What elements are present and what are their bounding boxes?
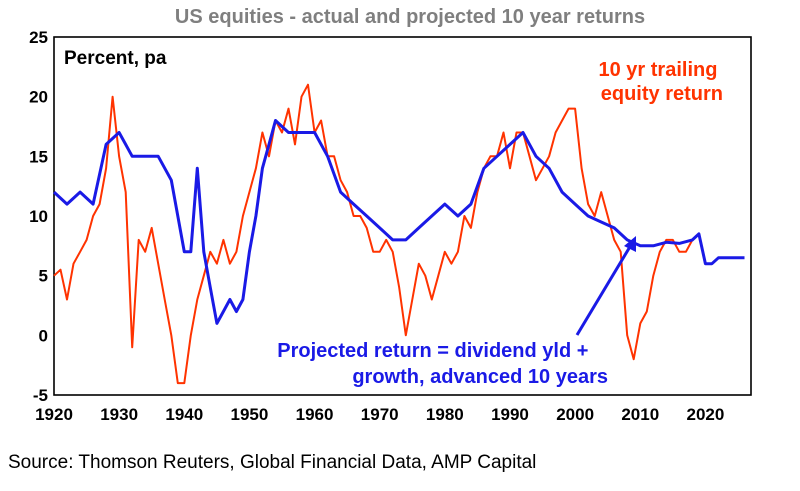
x-tick-label: 1920 bbox=[35, 405, 73, 424]
y-tick-label: 5 bbox=[39, 267, 48, 286]
y-tick-label: 20 bbox=[29, 88, 48, 107]
y-axis-label: Percent, pa bbox=[64, 48, 167, 69]
plot-frame bbox=[53, 36, 752, 396]
x-tick-label: 1970 bbox=[361, 405, 399, 424]
x-tick-label: 1930 bbox=[100, 405, 138, 424]
axis-ticks: 1920 1930 1940 1950 1960 1970 1980 1990 2000 2010… bbox=[29, 28, 724, 424]
x-tick-label: 2020 bbox=[686, 405, 724, 424]
projected-annotation: Projected return = dividend yld + growth… bbox=[277, 340, 608, 388]
trailing-series-line bbox=[53, 83, 694, 385]
x-tick-label: 1960 bbox=[296, 405, 334, 424]
x-tick-label: 2000 bbox=[556, 405, 594, 424]
chart-title: US equities - actual and projected 10 ye… bbox=[175, 6, 645, 28]
x-tick-label: 2010 bbox=[621, 405, 659, 424]
x-tick-label: 1980 bbox=[426, 405, 464, 424]
y-tick-label: 10 bbox=[29, 207, 48, 226]
x-tick-label: 1990 bbox=[491, 405, 529, 424]
y-tick-label: 15 bbox=[29, 147, 48, 166]
x-tick-label: 1950 bbox=[231, 405, 269, 424]
y-tick-label: 25 bbox=[29, 28, 48, 47]
series-lines bbox=[52, 83, 745, 385]
y-tick-label: -5 bbox=[33, 386, 48, 405]
x-tick-label: 1940 bbox=[165, 405, 203, 424]
annotation-arrow bbox=[575, 236, 636, 336]
trailing-annotation: 10 yr trailing equity return bbox=[599, 59, 724, 105]
source-note: Source: Thomson Reuters, Global Financia… bbox=[8, 452, 537, 473]
y-tick-label: 0 bbox=[39, 326, 48, 345]
